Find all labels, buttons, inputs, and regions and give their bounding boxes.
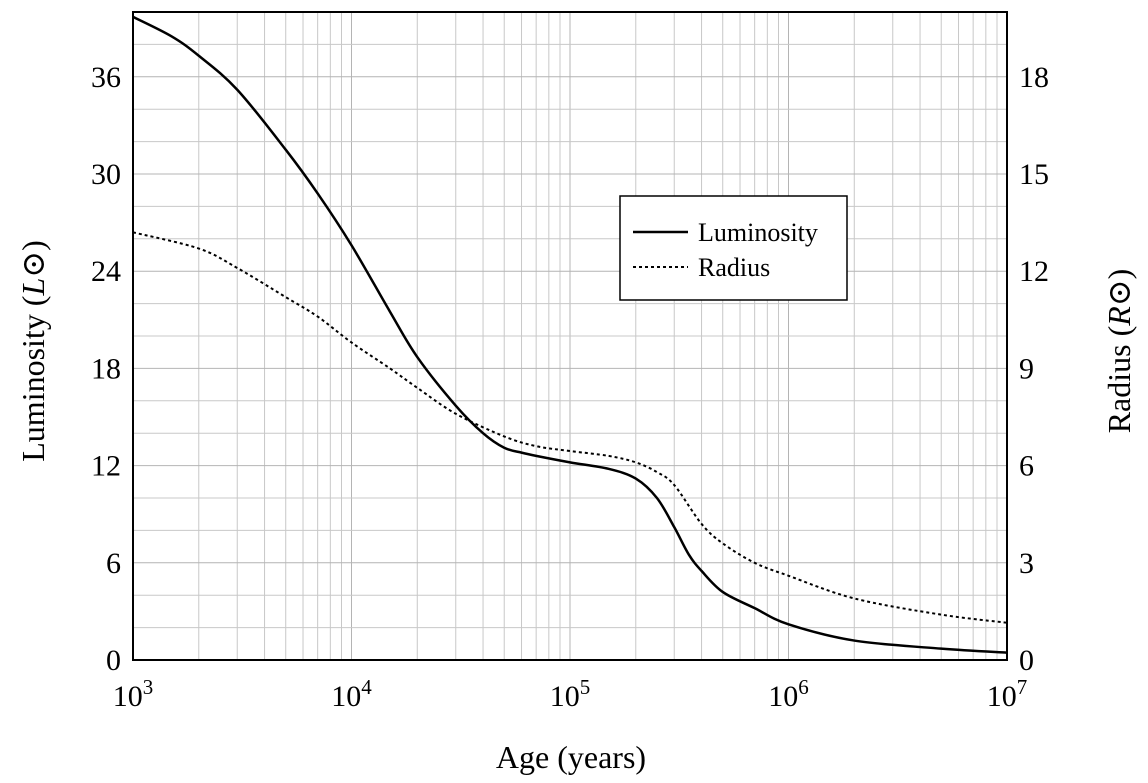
x-axis-title: Age (years)	[496, 739, 646, 775]
y2-tick-label: 18	[1019, 61, 1049, 94]
y-axis-unit-close-paren: )	[15, 240, 51, 251]
legend-box	[619, 195, 848, 301]
y2-axis-label: Radius	[1101, 344, 1137, 433]
x-tick-label: 107	[987, 675, 1028, 713]
y2-tick-label: 12	[1019, 255, 1049, 288]
y-tick-label: 36	[91, 61, 121, 94]
y2-axis-unit-open-paren: (	[1101, 326, 1137, 337]
y2-tick-label: 6	[1019, 450, 1034, 483]
y2-tick-label: 9	[1019, 352, 1034, 385]
x-tick-label: 103	[113, 675, 154, 713]
x-tick-label: 104	[331, 675, 372, 713]
plot-frame	[132, 11, 1008, 661]
y2-tick-label: 0	[1019, 644, 1034, 677]
y-axis-unit: L⊙	[15, 251, 51, 297]
y-tick-label: 12	[91, 450, 121, 483]
series-line-radius	[132, 231, 1008, 624]
y-axis-label: Luminosity	[15, 314, 51, 462]
y-tick-label: 18	[91, 352, 121, 385]
series-line-luminosity	[132, 15, 1008, 654]
grid	[133, 11, 1007, 660]
legend-label-luminosity: Luminosity	[698, 218, 818, 247]
y2-tick-label: 15	[1019, 158, 1049, 191]
y-tick-label: 30	[91, 158, 121, 191]
y2-axis-unit: R⊙	[1101, 279, 1137, 326]
y2-tick-label: 3	[1019, 547, 1034, 580]
y-tick-label: 0	[106, 644, 121, 677]
y2-axis-unit-close-paren: )	[1101, 269, 1137, 280]
legend: Luminosity Radius	[619, 195, 848, 301]
y-axis-unit-open-paren: (	[15, 296, 51, 307]
series-layer	[132, 15, 1008, 654]
y-tick-label: 24	[91, 255, 121, 288]
y-axis-title: Luminosity (L⊙)	[15, 240, 51, 461]
legend-label-radius: Radius	[698, 253, 770, 282]
y-tick-label: 6	[106, 547, 121, 580]
x-tick-label: 106	[768, 675, 809, 713]
y2-axis-title: Radius (R⊙)	[1101, 269, 1137, 434]
x-tick-label: 105	[550, 675, 591, 713]
